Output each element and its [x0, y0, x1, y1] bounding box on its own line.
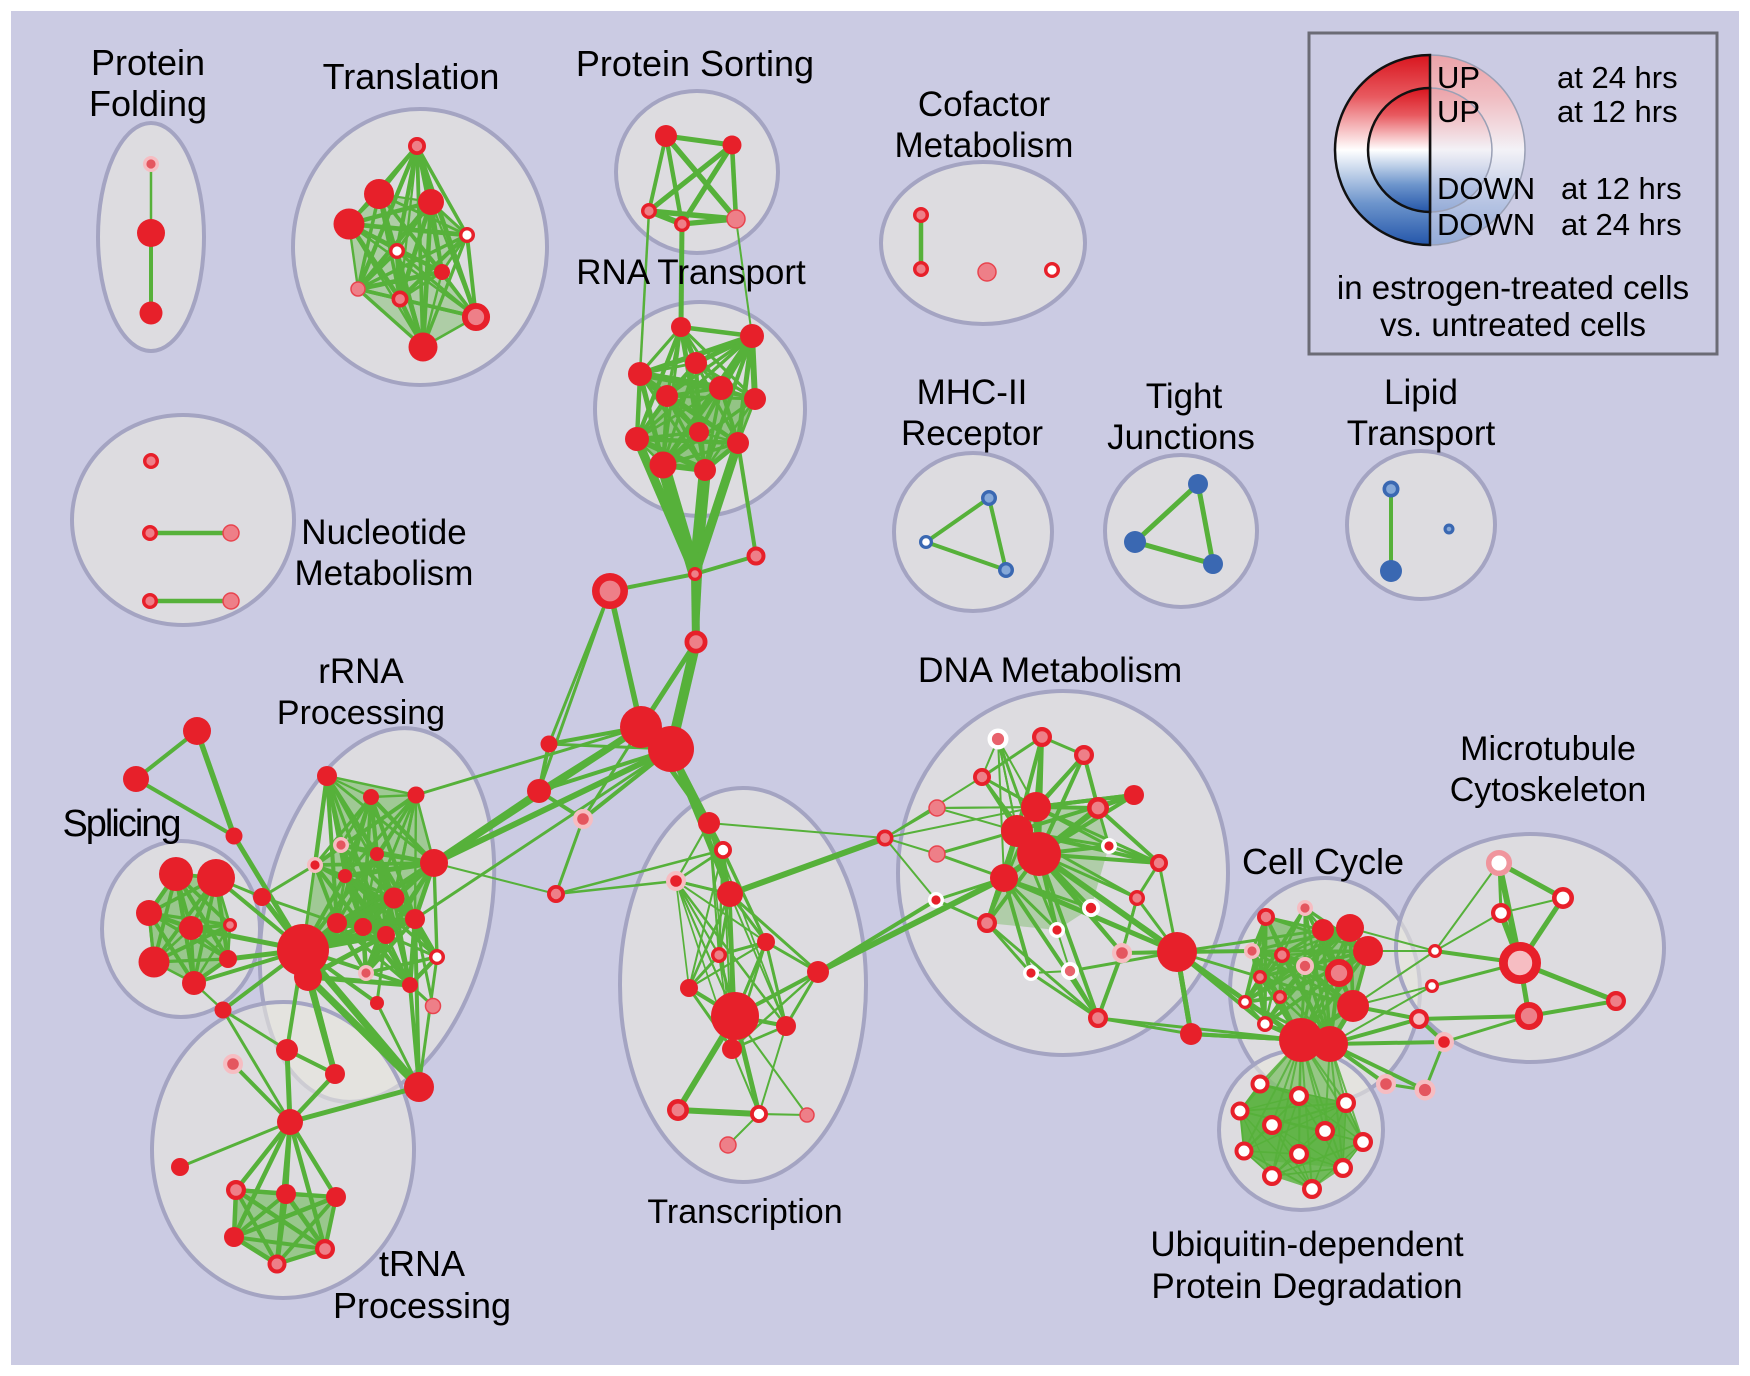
svg-text:Metabolism: Metabolism [895, 126, 1074, 165]
svg-text:Translation: Translation [323, 56, 500, 97]
svg-text:vs. untreated cells: vs. untreated cells [1380, 306, 1646, 343]
svg-text:Transport: Transport [1347, 414, 1496, 453]
svg-text:at 24 hrs: at 24 hrs [1561, 207, 1682, 242]
svg-text:Nucleotide: Nucleotide [301, 513, 466, 552]
svg-text:at 12 hrs: at 12 hrs [1557, 94, 1678, 129]
svg-text:in estrogen-treated cells: in estrogen-treated cells [1337, 269, 1689, 306]
svg-text:at 12 hrs: at 12 hrs [1561, 171, 1682, 206]
svg-text:Metabolism: Metabolism [295, 554, 474, 593]
svg-text:rRNA: rRNA [318, 652, 404, 691]
svg-text:DOWN: DOWN [1437, 171, 1535, 206]
svg-text:Protein Degradation: Protein Degradation [1151, 1267, 1462, 1306]
svg-text:Receptor: Receptor [901, 414, 1043, 453]
svg-text:Ubiquitin-dependent: Ubiquitin-dependent [1150, 1225, 1464, 1264]
svg-text:Transcription: Transcription [647, 1193, 842, 1231]
svg-text:Processing: Processing [277, 694, 445, 732]
svg-text:Splicing: Splicing [62, 803, 179, 845]
svg-text:Cytoskeleton: Cytoskeleton [1450, 771, 1647, 809]
svg-text:UP: UP [1437, 60, 1480, 95]
svg-text:Processing: Processing [333, 1285, 511, 1326]
svg-text:UP: UP [1437, 94, 1480, 129]
svg-text:Lipid: Lipid [1384, 373, 1458, 412]
svg-text:at 24 hrs: at 24 hrs [1557, 60, 1678, 95]
svg-text:Junctions: Junctions [1107, 418, 1255, 457]
svg-text:RNA Transport: RNA Transport [576, 253, 806, 292]
svg-text:Cell Cycle: Cell Cycle [1242, 841, 1404, 882]
svg-text:Microtubule: Microtubule [1460, 730, 1636, 768]
svg-text:DOWN: DOWN [1437, 207, 1535, 242]
svg-text:Folding: Folding [89, 83, 207, 124]
svg-text:Tight: Tight [1146, 377, 1223, 416]
svg-text:Cofactor: Cofactor [918, 85, 1051, 124]
svg-text:MHC-II: MHC-II [917, 373, 1028, 412]
svg-text:DNA Metabolism: DNA Metabolism [918, 650, 1182, 690]
svg-text:Protein Sorting: Protein Sorting [576, 43, 814, 84]
svg-text:tRNA: tRNA [379, 1243, 465, 1284]
svg-text:Protein: Protein [91, 42, 205, 83]
